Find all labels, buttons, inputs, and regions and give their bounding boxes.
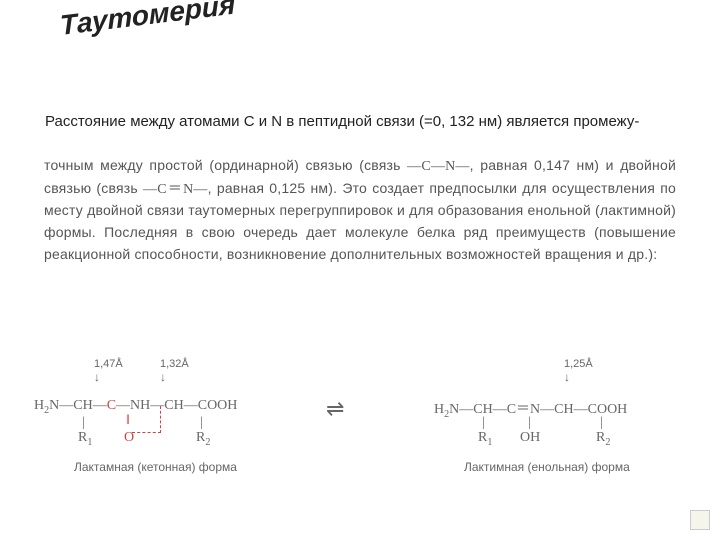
- tautomer-diagram: 1,47Å↓ 1,32Å↓ H2N—CH—C—NH—CH—COOH | R1 ‖…: [34, 358, 686, 518]
- body-text: точным между простой (ординарной) связью…: [44, 155, 676, 265]
- lactam-caption: Лактамная (кетонная) форма: [74, 460, 237, 474]
- body-p1a: точным между простой (ординарной) связью…: [44, 157, 407, 173]
- lactim-oh-stick: |: [528, 415, 531, 431]
- lactim-caption: Лактимная (енольная) форма: [464, 460, 630, 474]
- lactim-r1-stick: |: [482, 415, 485, 431]
- lactam-r1: R1: [78, 430, 92, 448]
- bond-cn-double: —C＝N—: [143, 182, 208, 197]
- lactim-r1: R1: [478, 430, 492, 448]
- lactam-r2-stick: |: [200, 415, 203, 431]
- bond-cn-single: —C—N—: [407, 159, 469, 174]
- arrow-down-icon: ↓: [564, 370, 570, 384]
- arrow-down-icon: ↓: [94, 370, 100, 384]
- lactim-r2: R2: [596, 430, 610, 448]
- bondlen-2: 1,32Å↓: [160, 358, 189, 384]
- corner-decoration: [690, 510, 710, 530]
- equilibrium-arrow-icon: ⇌: [326, 396, 340, 422]
- bondlen-1: 1,47Å↓: [94, 358, 123, 384]
- bondlen-3: 1,25Å↓: [564, 358, 593, 384]
- lactim-oh: OH: [520, 430, 540, 446]
- lactam-r2: R2: [196, 430, 210, 448]
- lactim-r2-stick: |: [600, 415, 603, 431]
- intro-text: Расстояние между атомами С и N в пептидн…: [45, 111, 675, 133]
- arrow-down-icon: ↓: [160, 370, 166, 384]
- lactam-c-dbl: ‖: [126, 413, 130, 429]
- lactam-r1-stick: |: [82, 415, 85, 431]
- tautomer-red-arrow: [132, 406, 161, 433]
- page-title: Таутомерия: [59, 0, 236, 42]
